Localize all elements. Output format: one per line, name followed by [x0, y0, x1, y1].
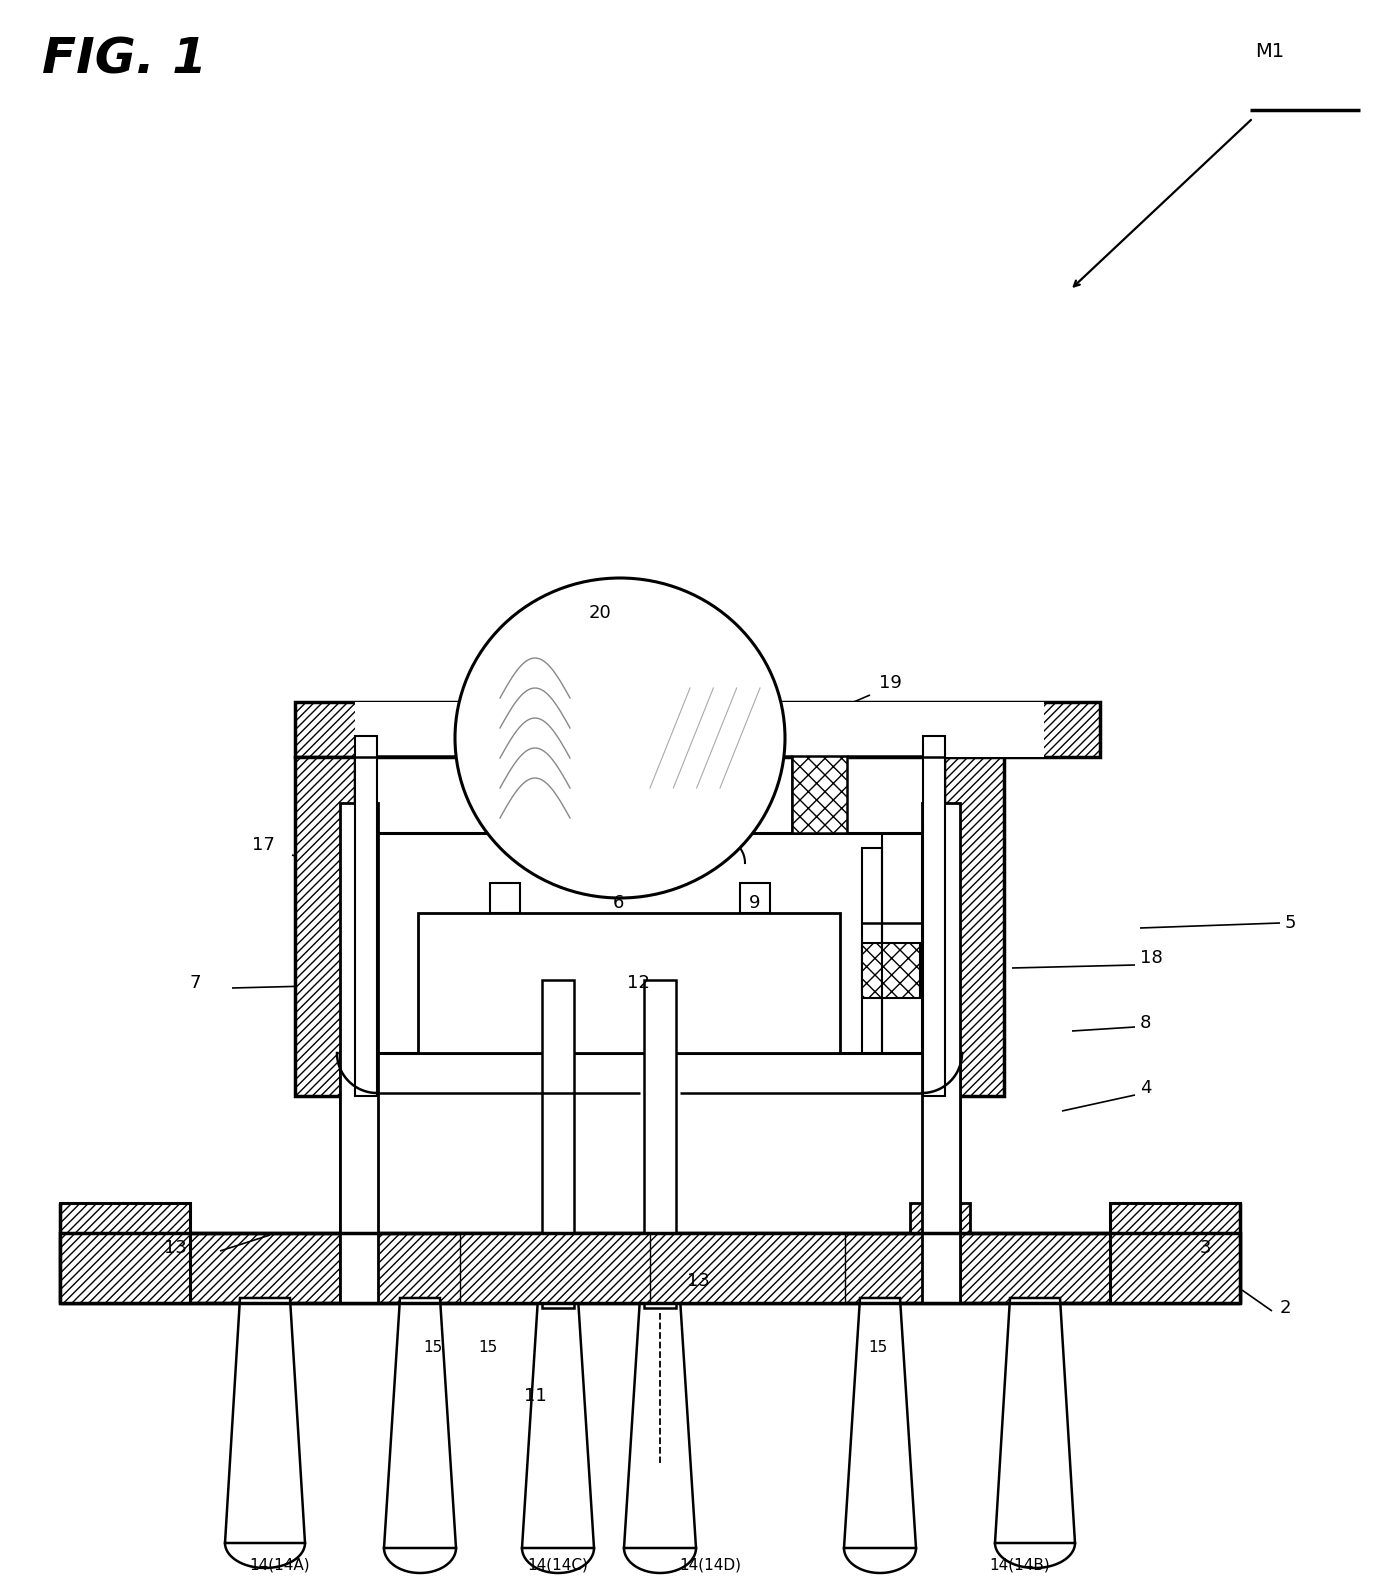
Bar — [510, 757, 565, 833]
Text: 11: 11 — [524, 1388, 546, 1405]
Text: 8: 8 — [1141, 1015, 1152, 1032]
Bar — [377, 833, 922, 1053]
Polygon shape — [384, 1298, 456, 1548]
Text: 15: 15 — [423, 1340, 442, 1356]
Text: 14(14D): 14(14D) — [679, 1558, 742, 1572]
Bar — [740, 883, 771, 913]
Bar — [60, 1233, 1240, 1303]
Text: 14(14A): 14(14A) — [249, 1558, 310, 1572]
Text: 13: 13 — [164, 1239, 187, 1257]
Ellipse shape — [455, 578, 784, 898]
Text: 15: 15 — [478, 1340, 498, 1356]
Bar — [644, 980, 676, 1308]
Polygon shape — [523, 1298, 595, 1548]
Text: 4: 4 — [1141, 1078, 1152, 1098]
Polygon shape — [225, 1298, 305, 1544]
Bar — [491, 883, 520, 913]
Bar — [911, 1203, 970, 1233]
Text: 9: 9 — [750, 894, 761, 913]
Bar — [419, 913, 840, 1053]
Text: 18: 18 — [1141, 949, 1163, 967]
Text: FIG. 1: FIG. 1 — [42, 35, 207, 83]
Polygon shape — [844, 1298, 916, 1548]
Text: 20: 20 — [589, 604, 611, 621]
Bar — [295, 703, 1100, 757]
Bar — [944, 757, 1003, 1096]
Bar — [923, 736, 945, 1096]
Bar — [791, 757, 847, 833]
Text: 14(14C): 14(14C) — [528, 1558, 589, 1572]
Text: 5: 5 — [1285, 914, 1296, 932]
Text: 7: 7 — [190, 973, 201, 992]
Text: 3: 3 — [1199, 1239, 1211, 1257]
Bar — [650, 1233, 845, 1303]
Text: 13: 13 — [686, 1271, 710, 1290]
Bar — [60, 1203, 190, 1303]
Text: 12: 12 — [626, 973, 650, 992]
Text: 15: 15 — [869, 1340, 887, 1356]
Text: 2: 2 — [1281, 1298, 1292, 1317]
Bar — [340, 803, 378, 1303]
Polygon shape — [624, 1298, 696, 1548]
Text: 17: 17 — [252, 836, 274, 854]
Bar — [355, 736, 377, 1096]
Bar — [862, 847, 881, 1053]
Bar — [295, 757, 355, 1096]
Text: 14(14B): 14(14B) — [990, 1558, 1051, 1572]
Text: 19: 19 — [879, 674, 901, 691]
Polygon shape — [995, 1298, 1076, 1544]
Bar — [862, 943, 920, 997]
Bar — [542, 980, 574, 1308]
Bar — [460, 1233, 656, 1303]
Text: M1: M1 — [1254, 41, 1283, 61]
Text: 6: 6 — [613, 894, 624, 913]
Bar — [922, 803, 960, 1303]
Bar — [1110, 1203, 1240, 1303]
Bar — [355, 703, 1044, 757]
